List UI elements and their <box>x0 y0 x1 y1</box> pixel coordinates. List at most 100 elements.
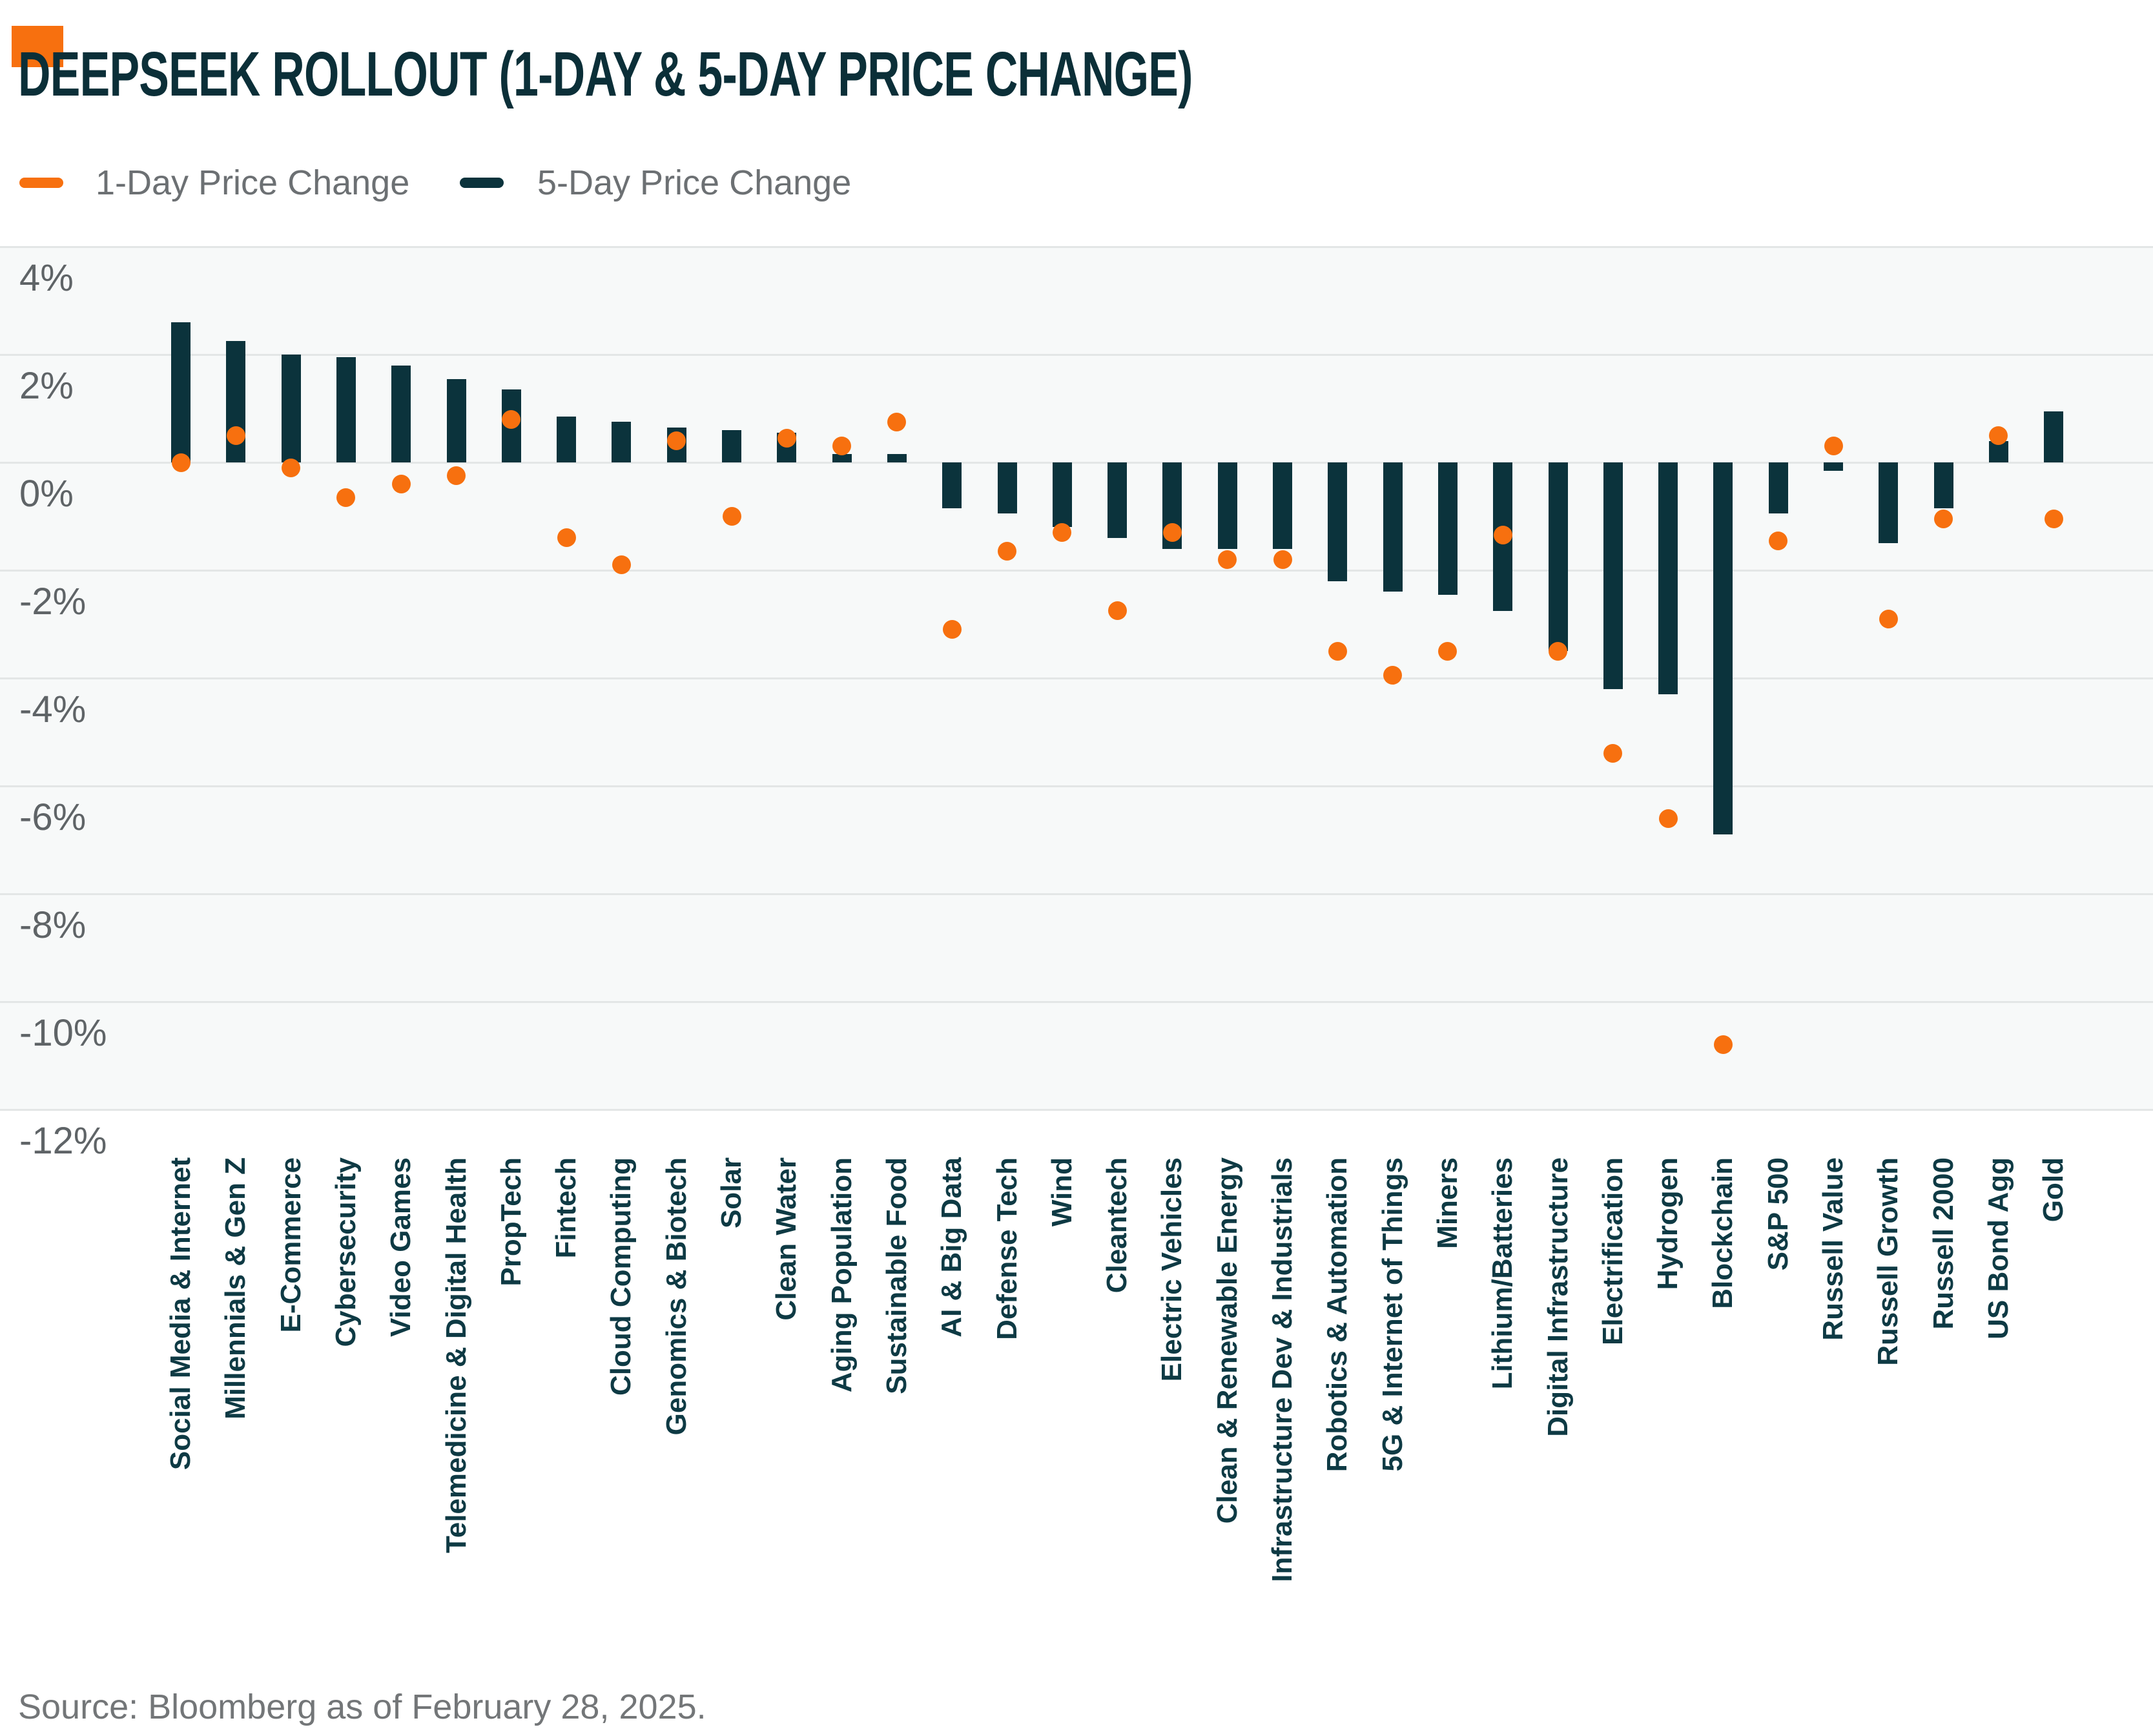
category-label: Gold <box>2037 1157 2070 1223</box>
bar-5day-price-change <box>336 357 356 462</box>
category-label: Cleantech <box>1101 1157 1133 1294</box>
bar-5day-price-change <box>612 422 632 462</box>
dot-1day-price-change <box>1438 641 1458 661</box>
category-label: Clean Water <box>770 1157 803 1321</box>
category-label: Millennials & Gen Z <box>220 1157 252 1420</box>
category-label: Wind <box>1046 1157 1078 1227</box>
bar-5day-price-change <box>557 417 577 462</box>
chart-title: DEEPSEEK ROLLOUT (1-DAY & 5-DAY PRICE CH… <box>18 39 1193 109</box>
category-label: US Bond Agg <box>1982 1157 2014 1339</box>
bar-5day-price-change <box>1437 462 1458 595</box>
bar-5day-price-change <box>1713 462 1733 835</box>
bar-5day-price-change <box>997 462 1017 514</box>
y-axis-tick-label: -2% <box>19 581 87 623</box>
bar-5day-price-change <box>1328 462 1348 581</box>
legend-item-5day: 5-Day Price Change <box>460 163 851 203</box>
y-axis-tick-label: 2% <box>19 365 74 407</box>
y-axis-tick-label: -6% <box>19 796 87 838</box>
bar-5day-price-change <box>942 462 962 508</box>
legend-dash-1day-icon <box>19 178 63 188</box>
dot-1day-price-change <box>226 426 245 445</box>
dot-1day-price-change <box>722 507 741 526</box>
y-axis-tick-label: 0% <box>19 473 74 515</box>
category-label: Defense Tech <box>991 1157 1023 1340</box>
category-label: Telemedicine & Digital Health <box>440 1157 472 1553</box>
dot-1day-price-change <box>391 474 411 493</box>
bar-5day-price-change <box>1768 462 1788 514</box>
gridline <box>0 893 2153 895</box>
dot-1day-price-change <box>942 620 962 639</box>
bar-5day-price-change <box>281 355 301 462</box>
category-label: Electric Vehicles <box>1156 1157 1188 1382</box>
bar-5day-price-change <box>1383 462 1403 592</box>
dot-1day-price-change <box>2044 510 2063 529</box>
category-label: Solar <box>716 1157 747 1229</box>
dot-1day-price-change <box>1549 641 1567 661</box>
bar-5day-price-change <box>1217 462 1237 549</box>
category-label: PropTech <box>495 1157 527 1286</box>
dot-1day-price-change <box>1769 531 1788 550</box>
category-label: Robotics & Automation <box>1321 1157 1354 1472</box>
dot-1day-price-change <box>1493 526 1512 545</box>
bar-5day-price-change <box>391 365 411 462</box>
y-axis-tick-label: 4% <box>19 257 74 299</box>
dot-1day-price-change <box>1824 437 1843 456</box>
y-axis-tick-label: -12% <box>19 1120 107 1162</box>
source-note: Source: Bloomberg as of February 28, 202… <box>18 1688 706 1726</box>
legend-dash-5day-icon <box>460 178 504 188</box>
category-label: Electrification <box>1596 1157 1629 1345</box>
dot-1day-price-change <box>1713 1035 1733 1055</box>
category-label: Infrastructure Dev & Industrials <box>1266 1157 1298 1582</box>
brand-mark <box>12 26 63 67</box>
dot-1day-price-change <box>777 428 796 448</box>
gridline <box>0 570 2153 572</box>
category-label: Russell Growth <box>1872 1157 1904 1366</box>
category-label: E-Commerce <box>274 1157 307 1333</box>
bar-5day-price-change <box>1933 462 1953 508</box>
dot-1day-price-change <box>1162 523 1182 542</box>
bar-5day-price-change <box>1107 462 1128 538</box>
bar-5day-price-change <box>2044 411 2064 462</box>
dot-1day-price-change <box>502 409 521 429</box>
bar-5day-price-change <box>1879 462 1899 544</box>
dot-1day-price-change <box>1218 550 1237 569</box>
gridline <box>0 677 2153 679</box>
category-label: Aging Population <box>825 1157 858 1393</box>
y-axis-tick-label: -4% <box>19 688 87 730</box>
dot-1day-price-change <box>887 412 907 431</box>
category-label: Digital Infrastructure <box>1541 1157 1574 1437</box>
dot-1day-price-change <box>1107 601 1127 621</box>
category-label: Genomics & Biotech <box>660 1157 692 1436</box>
dot-1day-price-change <box>557 528 576 548</box>
bar-5day-price-change <box>1548 462 1568 652</box>
category-label: 5G & Internet of Things <box>1376 1157 1408 1472</box>
bar-5day-price-change <box>1658 462 1678 695</box>
dot-1day-price-change <box>1603 744 1623 763</box>
bar-5day-price-change <box>1824 462 1843 471</box>
bar-5day-price-change <box>1603 462 1623 689</box>
dot-1day-price-change <box>1383 666 1403 685</box>
gridline <box>0 1001 2153 1003</box>
bar-5day-price-change <box>887 454 907 462</box>
category-label: AI & Big Data <box>936 1157 968 1338</box>
y-axis-tick-label: -10% <box>19 1012 107 1054</box>
dot-1day-price-change <box>612 555 631 575</box>
bar-5day-price-change <box>1052 462 1072 528</box>
category-label: Sustainable Food <box>880 1157 912 1394</box>
dot-1day-price-change <box>1934 510 1953 529</box>
dot-1day-price-change <box>336 488 356 507</box>
category-label: Video Games <box>385 1157 417 1337</box>
gridline <box>0 246 2153 248</box>
y-axis-tick-label: -8% <box>19 904 87 946</box>
category-label: Hydrogen <box>1652 1157 1684 1290</box>
dot-1day-price-change <box>1989 426 2008 445</box>
dot-1day-price-change <box>171 453 191 472</box>
category-label: Miners <box>1431 1157 1463 1249</box>
category-label: Cloud Computing <box>605 1157 637 1396</box>
dot-1day-price-change <box>1053 523 1072 542</box>
dot-1day-price-change <box>1328 641 1347 661</box>
gridline <box>0 785 2153 787</box>
category-label: Fintech <box>550 1157 582 1259</box>
dot-1day-price-change <box>1658 809 1678 828</box>
bar-5day-price-change <box>832 454 852 462</box>
